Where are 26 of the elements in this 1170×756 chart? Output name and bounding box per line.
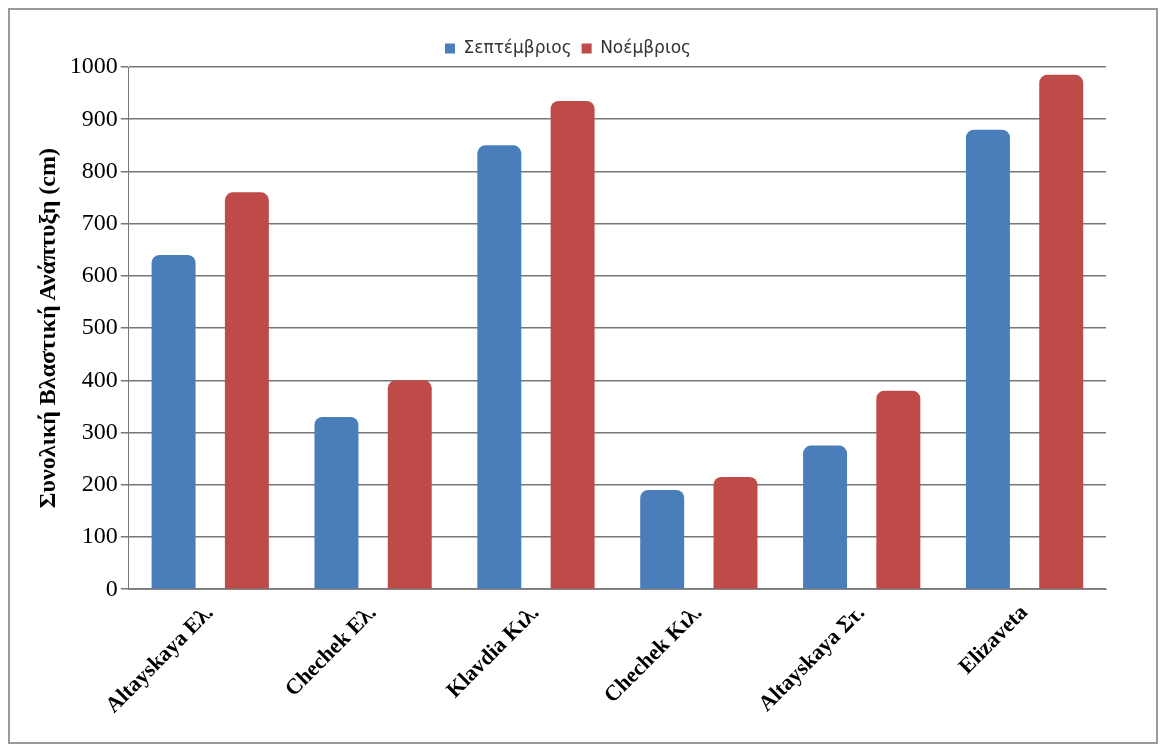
y-tick-label: 400 [81, 365, 118, 392]
y-tick-label: 500 [81, 313, 118, 340]
bar [314, 416, 359, 589]
bar [803, 445, 848, 589]
y-tick-label: 800 [81, 156, 118, 183]
bar [550, 100, 595, 589]
bar [640, 489, 685, 589]
bar [713, 476, 758, 589]
y-tick-label: 200 [81, 470, 118, 497]
legend-label: Σεπτέμβριος [463, 36, 572, 57]
bar [151, 254, 196, 589]
y-tick-label: 100 [81, 522, 118, 549]
legend-label: Νοέμβριος [600, 36, 692, 57]
y-axis-title: Συνολική Βλαστική Ανάπτυξη (cm) [33, 148, 60, 509]
y-tick-label: 0 [105, 574, 118, 601]
bar [1039, 74, 1084, 589]
y-tick-label: 600 [81, 261, 118, 288]
bar [477, 145, 522, 589]
y-tick-label: 300 [81, 417, 118, 444]
y-tick-label: 900 [81, 104, 118, 131]
y-tick-label: 1000 [69, 52, 118, 79]
bar [224, 192, 269, 589]
y-tick-label: 700 [81, 208, 118, 235]
bar [876, 390, 921, 589]
bar [387, 380, 432, 589]
bar [965, 129, 1010, 589]
